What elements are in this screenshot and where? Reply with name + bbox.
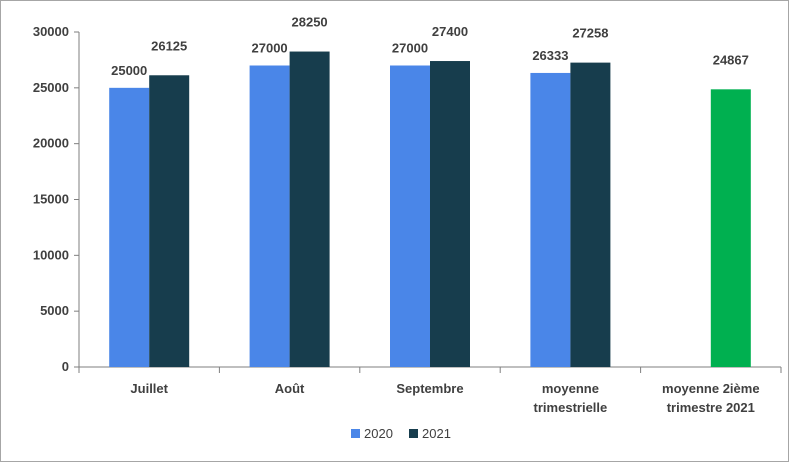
bar-2020	[390, 65, 430, 367]
x-category-label: trimestrielle	[534, 400, 608, 415]
y-tick-label: 25000	[33, 80, 69, 95]
bar-extra	[710, 89, 751, 368]
data-label-2021: 27258	[572, 26, 608, 41]
legend-label-2020: 2020	[364, 426, 393, 441]
x-category-label: Août	[275, 381, 305, 396]
y-tick-label: 15000	[33, 192, 69, 207]
y-tick-label: 30000	[33, 24, 69, 39]
y-tick-label: 10000	[33, 247, 69, 262]
bar-2021	[289, 51, 330, 368]
bar-2020	[109, 87, 150, 367]
bar-2021	[570, 62, 611, 368]
legend-swatch-2020	[351, 429, 360, 438]
legend-swatch-2021	[409, 429, 418, 438]
bar-2020	[530, 72, 571, 367]
y-tick-label: 5000	[40, 303, 69, 318]
x-category-label: moyenne	[542, 381, 599, 396]
data-label-2020: 25000	[111, 63, 147, 78]
bar-2021	[149, 75, 190, 367]
bar-2021	[430, 61, 470, 368]
data-label-2020: 26333	[532, 48, 568, 63]
data-label-2021: 27400	[432, 24, 468, 39]
x-category-label: Septembre	[396, 381, 463, 396]
legend-label-2021: 2021	[422, 426, 451, 441]
x-category-label: trimestre 2021	[667, 400, 755, 415]
x-category-label: Juillet	[130, 381, 168, 396]
y-tick-label: 20000	[33, 136, 69, 151]
y-tick-label: 0	[62, 359, 69, 374]
data-label-2020: 27000	[252, 41, 288, 56]
data-label-extra: 24867	[713, 52, 749, 67]
data-label-2020: 27000	[392, 41, 428, 56]
x-category-label: moyenne 2ième	[662, 381, 760, 396]
data-label-2021: 26125	[151, 38, 187, 53]
bar-2020	[249, 65, 290, 367]
data-label-2021: 28250	[292, 15, 328, 30]
